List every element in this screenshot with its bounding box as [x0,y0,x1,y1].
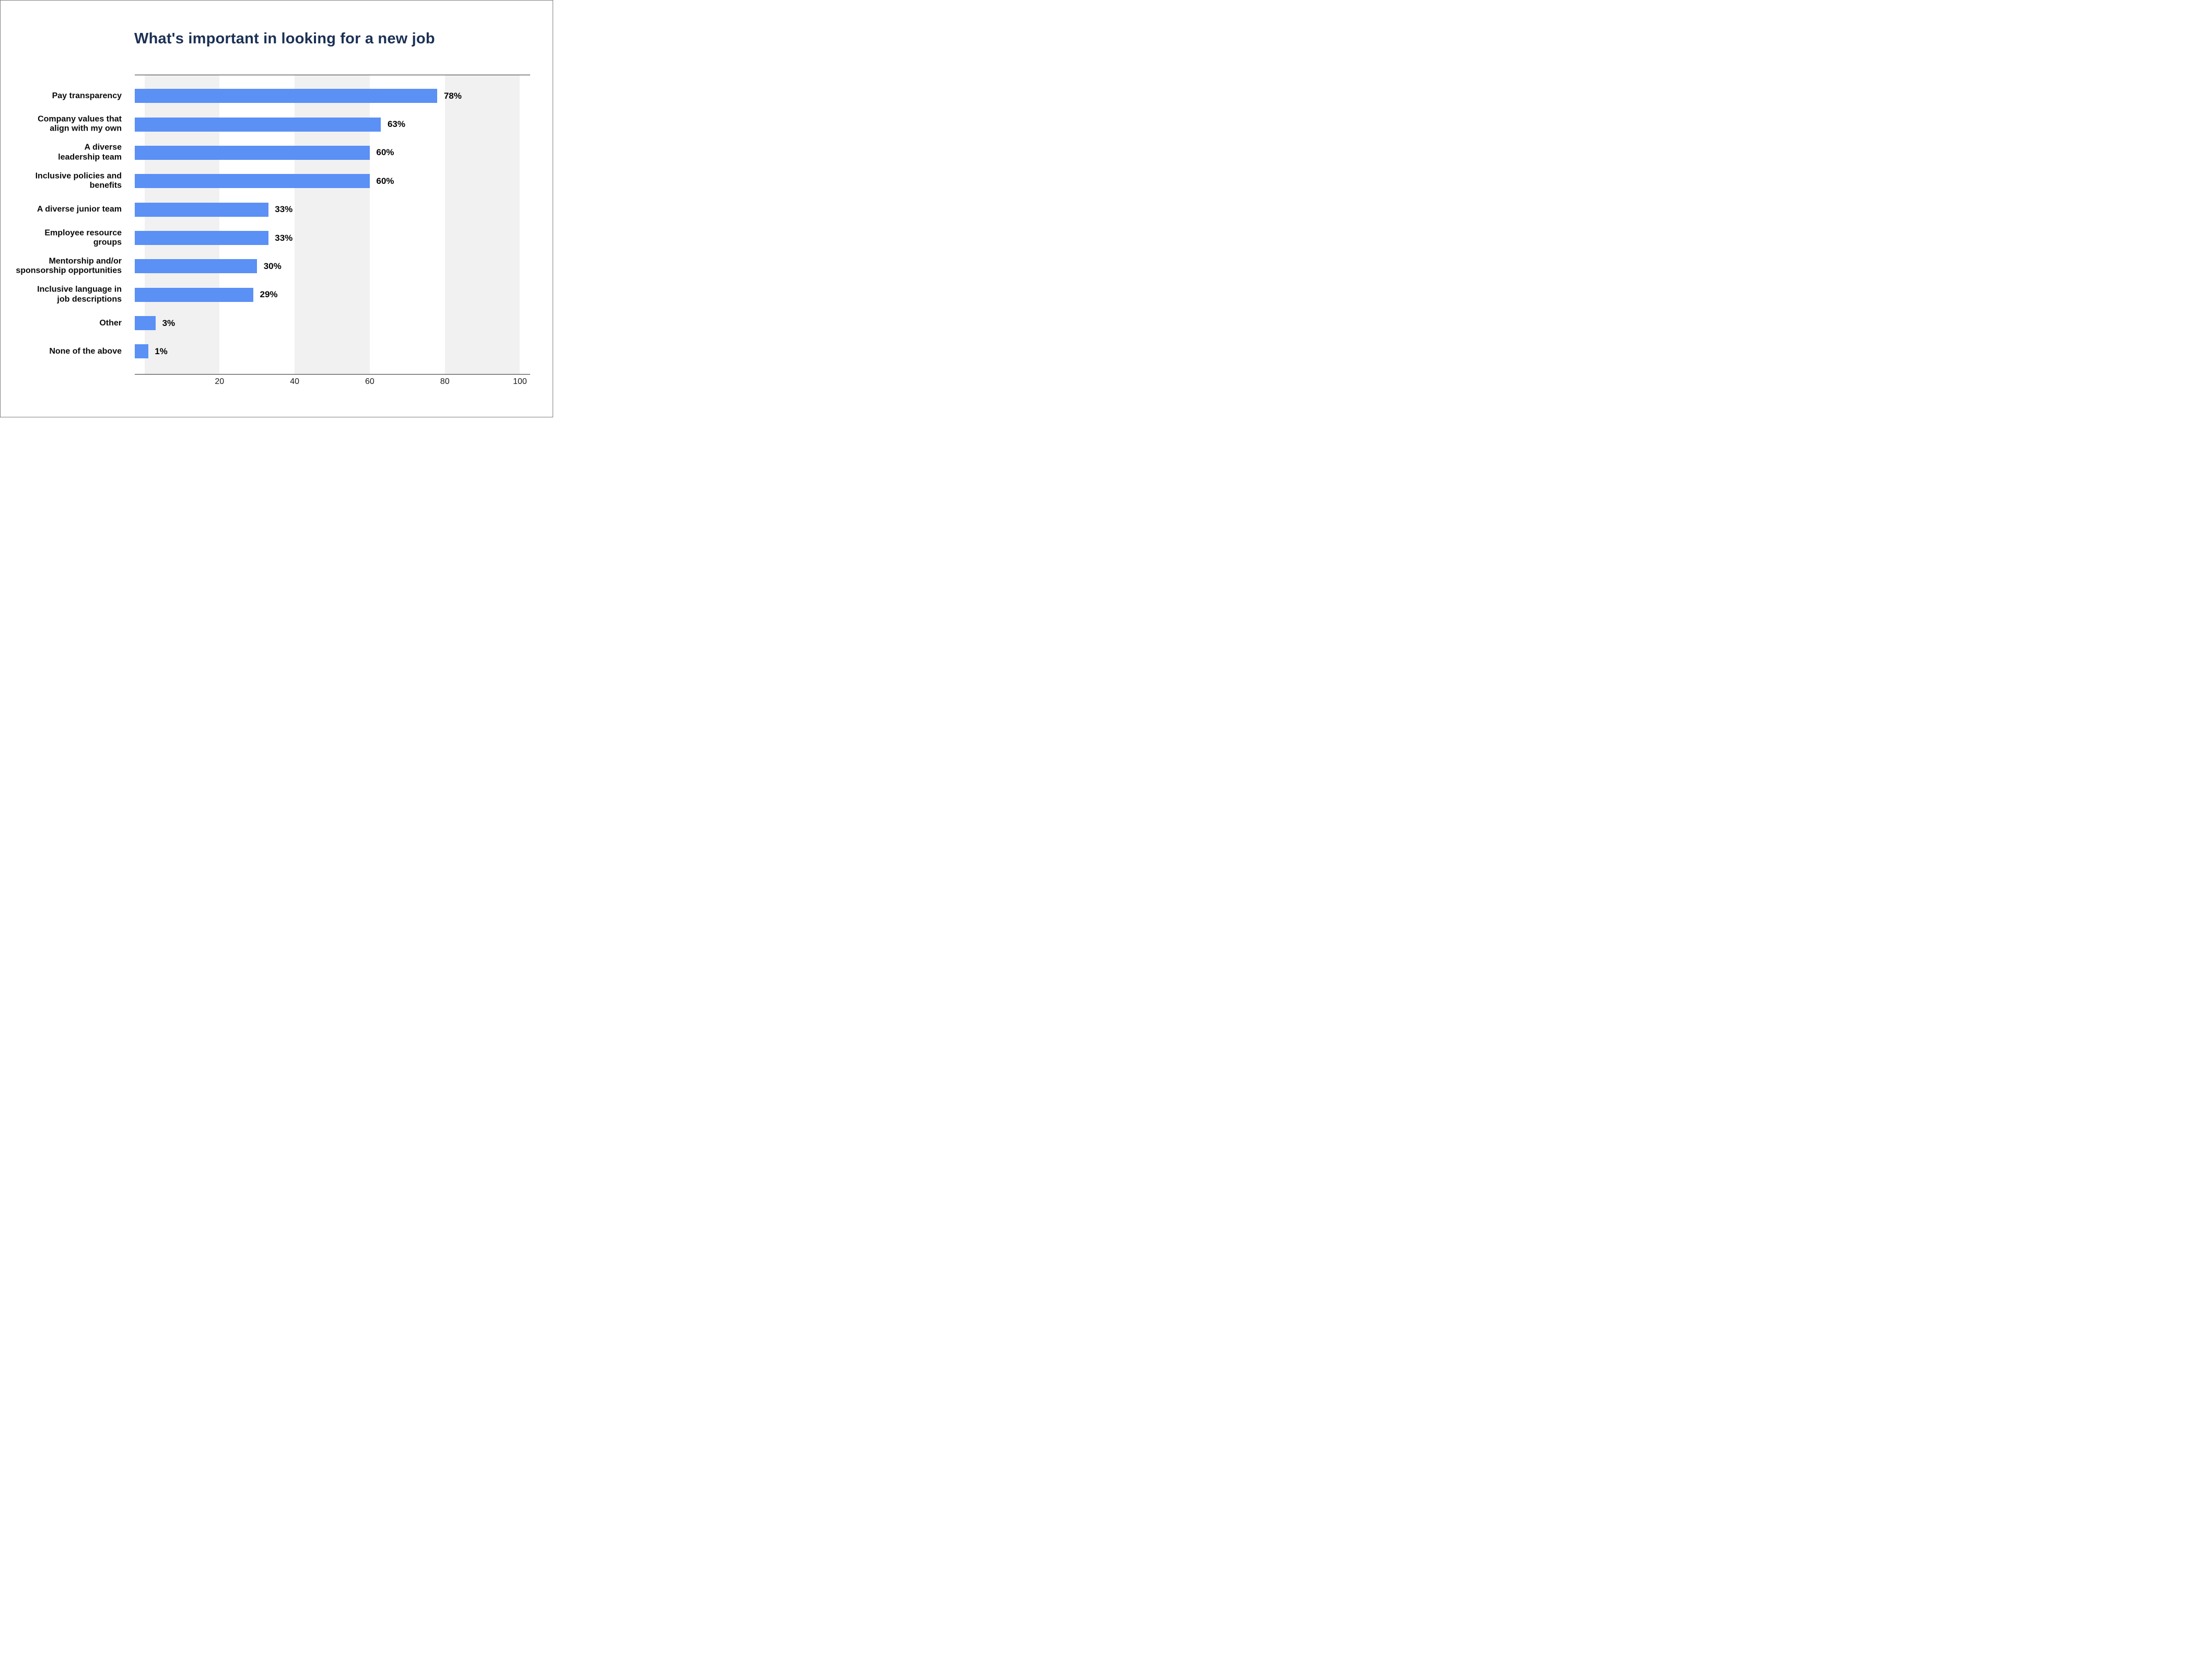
bar-value-label-row-10: 1% [155,346,168,356]
bar-row-9 [134,316,156,331]
bar-value-label-row-5: 33% [275,204,293,215]
bar-value-label-row-3: 60% [376,147,394,158]
bar-value-label-row-4: 60% [376,176,394,186]
band-stripe-60-80 [370,75,445,375]
category-label-row-10: None of the above [49,346,122,356]
bar-row-7 [134,259,258,274]
band-stripe-80-100 [444,74,520,375]
bar-value-label-row-9: 3% [162,318,175,328]
x-tick-label-60: 60 [365,377,374,386]
x-axis-line [134,374,530,375]
x-tick-label-40: 40 [290,377,299,386]
plot-area: 78% 63% 60% 60% 33% 33% 30% 29% 3% 1% [134,74,530,375]
bar-row-10 [134,344,148,359]
x-tick-label-100: 100 [513,377,527,386]
bar-row-8 [134,287,253,302]
bar-row-2 [134,117,381,132]
chart-title: What's important in looking for a new jo… [134,30,435,47]
category-label-row-8: Inclusive language in job descriptions [37,285,122,304]
bar-value-label-row-6: 33% [275,232,293,243]
x-tick-label-80: 80 [440,377,450,386]
category-label-row-5: A diverse junior team [37,204,122,214]
bar-row-6 [134,231,268,245]
bar-value-label-row-7: 30% [263,261,282,271]
category-label-row-2: Company values that align with my own [38,114,122,134]
x-tick-label-20: 20 [215,377,225,386]
bar-row-4 [134,174,370,189]
bar-value-label-row-8: 29% [260,289,278,300]
bar-value-label-row-2: 63% [387,119,405,130]
bar-row-3 [134,145,370,160]
category-label-row-6: Employee resource groups [44,228,122,247]
chart-frame: What's important in looking for a new jo… [0,0,553,417]
category-label-row-1: Pay transparency [52,91,122,100]
bar-row-1 [134,89,438,103]
category-label-row-7: Mentorship and/or sponsorship opportunit… [16,256,122,275]
bar-row-5 [134,202,268,217]
category-label-row-3: A diverse leadership team [58,143,122,162]
category-label-row-9: Other [99,318,122,328]
category-label-row-4: Inclusive policies and benefits [35,171,122,190]
bar-value-label-row-1: 78% [443,90,462,101]
